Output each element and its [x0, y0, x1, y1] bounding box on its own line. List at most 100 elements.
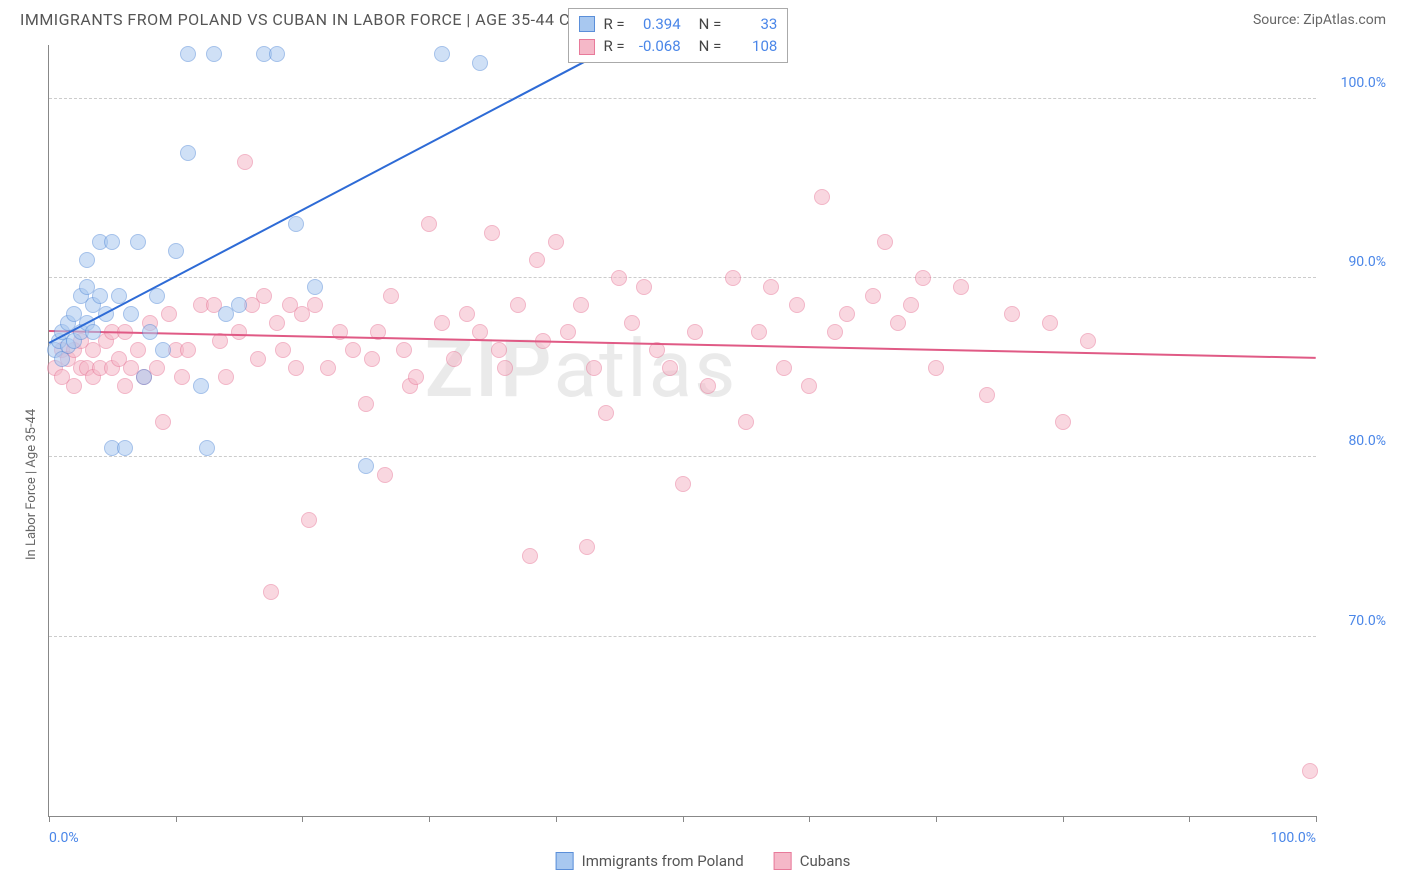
data-point [408, 369, 424, 385]
data-point [751, 324, 767, 340]
data-point [218, 369, 234, 385]
data-point [687, 324, 703, 340]
gridline [49, 277, 1316, 278]
source-label: Source: ZipAtlas.com [1253, 12, 1386, 28]
data-point [199, 440, 215, 456]
x-tick [936, 816, 937, 822]
data-point [358, 396, 374, 412]
data-point [497, 360, 513, 376]
data-point [142, 324, 158, 340]
data-point [193, 378, 209, 394]
data-point [66, 378, 82, 394]
data-point [491, 342, 507, 358]
data-point [624, 315, 640, 331]
stats-r-label: R = [603, 35, 624, 58]
data-point [155, 342, 171, 358]
data-point [288, 216, 304, 232]
data-point [953, 279, 969, 295]
y-tick-label: 80.0% [1348, 433, 1386, 449]
data-point [136, 369, 152, 385]
data-point [725, 270, 741, 286]
stats-box: R =0.394N =33R = -0.068 N = 108 [568, 8, 788, 63]
legend-swatch [774, 852, 792, 870]
data-point [383, 288, 399, 304]
x-tick [1316, 816, 1317, 822]
data-point [92, 288, 108, 304]
data-point [117, 440, 133, 456]
data-point [472, 55, 488, 71]
stats-r-label: R = [603, 13, 624, 36]
x-tick [1189, 816, 1190, 822]
data-point [1004, 306, 1020, 322]
data-point [307, 297, 323, 313]
data-point [231, 297, 247, 313]
data-point [155, 414, 171, 430]
data-point [345, 342, 361, 358]
stats-n-label: N = [699, 35, 722, 58]
data-point [174, 369, 190, 385]
data-point [358, 458, 374, 474]
x-tick-label: 0.0% [49, 830, 79, 846]
x-tick [556, 816, 557, 822]
data-point [421, 216, 437, 232]
data-point [250, 351, 266, 367]
data-point [307, 279, 323, 295]
x-tick [1063, 816, 1064, 822]
data-point [522, 548, 538, 564]
legend-label: Cubans [800, 852, 851, 870]
data-point [1080, 333, 1096, 349]
data-point [161, 306, 177, 322]
chart-plot-area: ZIPatlas 70.0%80.0%90.0%100.0%0.0%100.0%… [48, 45, 1316, 817]
legend-item: Cubans [774, 852, 851, 870]
data-point [231, 324, 247, 340]
trend-line [49, 330, 1316, 359]
data-point [776, 360, 792, 376]
data-point [915, 270, 931, 286]
data-point [510, 297, 526, 313]
data-point [256, 288, 272, 304]
y-tick-label: 70.0% [1348, 613, 1386, 629]
x-tick [429, 816, 430, 822]
legend-item: Immigrants from Poland [556, 852, 744, 870]
data-point [301, 512, 317, 528]
data-point [377, 467, 393, 483]
stats-swatch [579, 39, 595, 55]
data-point [104, 234, 120, 250]
data-point [890, 315, 906, 331]
data-point [275, 342, 291, 358]
x-tick [809, 816, 810, 822]
x-tick [176, 816, 177, 822]
data-point [573, 297, 589, 313]
x-tick [302, 816, 303, 822]
data-point [611, 270, 627, 286]
stats-n-value: 108 [729, 35, 777, 58]
data-point [636, 279, 652, 295]
stats-row: R =0.394N =33 [579, 13, 777, 36]
data-point [123, 306, 139, 322]
legend-label: Immigrants from Poland [582, 852, 744, 870]
y-tick-label: 90.0% [1348, 254, 1386, 270]
gridline [49, 98, 1316, 99]
data-point [598, 405, 614, 421]
data-point [839, 306, 855, 322]
x-tick [683, 816, 684, 822]
data-point [288, 360, 304, 376]
data-point [434, 46, 450, 62]
data-point [579, 539, 595, 555]
data-point [459, 306, 475, 322]
trend-line [49, 43, 620, 344]
data-point [484, 225, 500, 241]
data-point [263, 584, 279, 600]
data-point [877, 234, 893, 250]
data-point [168, 243, 184, 259]
data-point [814, 189, 830, 205]
data-point [662, 360, 678, 376]
data-point [269, 46, 285, 62]
data-point [560, 324, 576, 340]
data-point [979, 387, 995, 403]
data-point [446, 351, 462, 367]
stats-r-value: -0.068 [633, 35, 681, 58]
data-point [180, 145, 196, 161]
data-point [903, 297, 919, 313]
data-point [700, 378, 716, 394]
